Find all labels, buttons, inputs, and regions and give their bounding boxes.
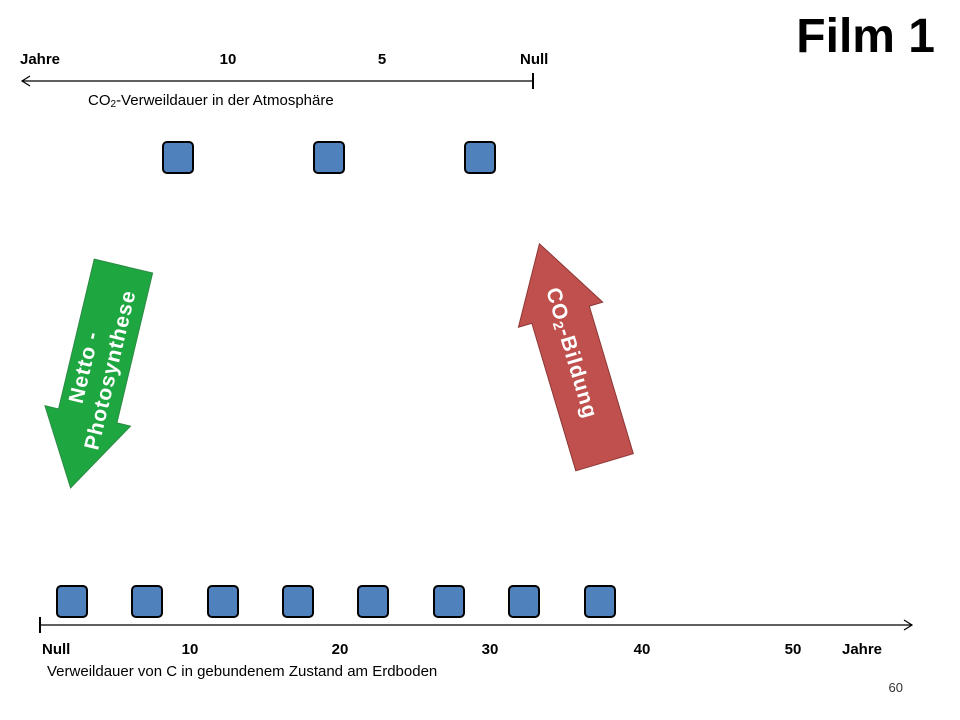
arrow-shape xyxy=(44,258,154,489)
square xyxy=(433,585,465,618)
axis-label: Null xyxy=(42,641,70,658)
axis-label: 30 xyxy=(482,641,499,658)
axis-label: 20 xyxy=(332,641,349,658)
square xyxy=(207,585,239,618)
formation-arrow: CO2-Bildung xyxy=(517,242,634,472)
axis-label: 10 xyxy=(182,641,199,658)
caption-subscript: 2 xyxy=(111,99,117,110)
square xyxy=(162,141,194,174)
axis-caption: CO2-Verweildauer in der Atmosphäre xyxy=(88,92,334,110)
bottom-axis: Null 10 20 30 40 50 Jahre Verweildauer v… xyxy=(39,617,914,680)
top-axis: Jahre 10 5 Null CO2-Verweildauer in der … xyxy=(20,51,548,110)
bottom-squares xyxy=(56,585,616,618)
axis-label: 40 xyxy=(634,641,651,658)
square xyxy=(131,585,163,618)
square xyxy=(464,141,496,174)
caption-part: CO xyxy=(88,92,111,109)
axis-arrowhead xyxy=(20,75,31,87)
axis-label: 50 xyxy=(785,641,802,658)
square xyxy=(584,585,616,618)
square xyxy=(282,585,314,618)
arrow-label-subscript: 2 xyxy=(550,319,568,332)
arrow-shape xyxy=(517,242,634,472)
axis-caption: Verweildauer von C in gebundenem Zustand… xyxy=(47,663,437,680)
axis-label: Null xyxy=(520,51,548,68)
axis-label: Jahre xyxy=(842,641,882,658)
title: Film 1 xyxy=(796,10,935,63)
caption-part: -Verweildauer in der Atmosphäre xyxy=(116,92,334,109)
square xyxy=(357,585,389,618)
top-squares xyxy=(162,141,496,174)
axis-arrowhead xyxy=(903,619,914,631)
square xyxy=(508,585,540,618)
axis-label: Jahre xyxy=(20,51,60,68)
axis-label: 5 xyxy=(378,51,386,68)
page-number: 60 xyxy=(889,680,903,695)
axis-label: 10 xyxy=(220,51,237,68)
square xyxy=(313,141,345,174)
square xyxy=(56,585,88,618)
